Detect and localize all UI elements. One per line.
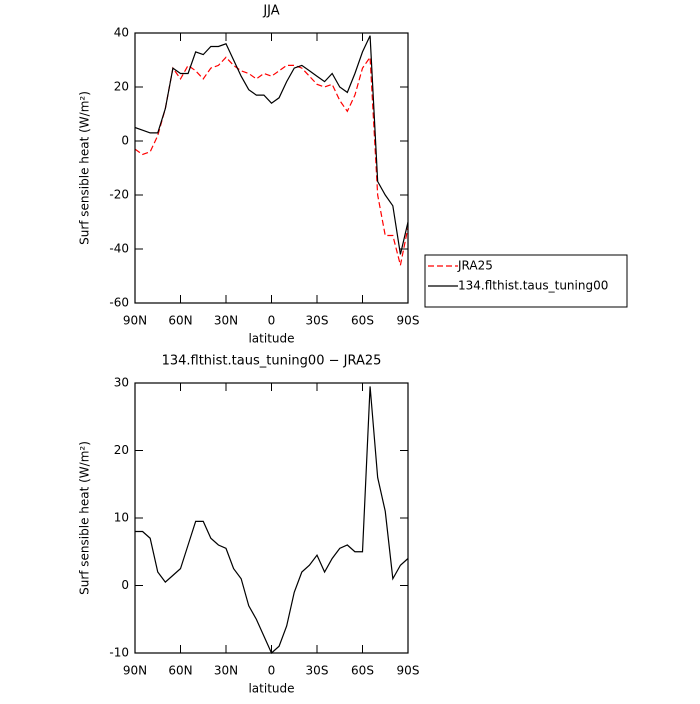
data-line xyxy=(134,55,409,266)
chart-title: JJA xyxy=(262,4,279,19)
data-line xyxy=(134,35,409,255)
x-tick-label: 90S xyxy=(397,314,420,328)
x-tick-label: 60S xyxy=(351,314,374,328)
y-tick-label: -60 xyxy=(109,296,129,310)
x-tick-label: 90S xyxy=(397,664,420,678)
x-tick-label: 0 xyxy=(268,664,276,678)
x-tick-label: 30N xyxy=(214,664,238,678)
y-tick-label: 10 xyxy=(114,511,129,525)
y-tick-label: -10 xyxy=(109,646,129,660)
y-tick-label: -20 xyxy=(109,188,129,202)
y-tick-label: 30 xyxy=(114,376,129,390)
legend-label: JRA25 xyxy=(457,259,493,273)
x-tick-label: 60N xyxy=(168,314,192,328)
x-tick-label: 60S xyxy=(351,664,374,678)
x-tick-label: 60N xyxy=(168,664,192,678)
y-tick-label: 20 xyxy=(114,443,129,457)
x-axis-label: latitude xyxy=(248,332,294,346)
x-tick-label: 30S xyxy=(306,664,329,678)
plot-frame xyxy=(134,32,409,304)
data-line xyxy=(135,386,409,654)
y-tick-label: 40 xyxy=(114,26,129,40)
y-axis-label: Surf sensible heat (W/m²) xyxy=(78,91,92,245)
x-tick-label: 30N xyxy=(214,314,238,328)
y-axis-label: Surf sensible heat (W/m²) xyxy=(78,441,92,595)
plot-frame xyxy=(134,382,409,654)
x-tick-label: 90N xyxy=(123,664,147,678)
y-tick-label: 0 xyxy=(121,134,129,148)
y-tick-label: 20 xyxy=(114,80,129,94)
y-tick-label: 0 xyxy=(121,578,129,592)
x-axis-label: latitude xyxy=(248,682,294,696)
legend-box xyxy=(424,254,628,308)
legend-label: 134.flthist.taus_tuning00 xyxy=(458,279,608,293)
x-tick-label: 0 xyxy=(268,314,276,328)
x-tick-label: 90N xyxy=(123,314,147,328)
x-tick-label: 30S xyxy=(306,314,329,328)
chart-title: 134.flthist.taus_tuning00 − JRA25 xyxy=(162,354,382,369)
y-tick-label: -40 xyxy=(109,242,129,256)
